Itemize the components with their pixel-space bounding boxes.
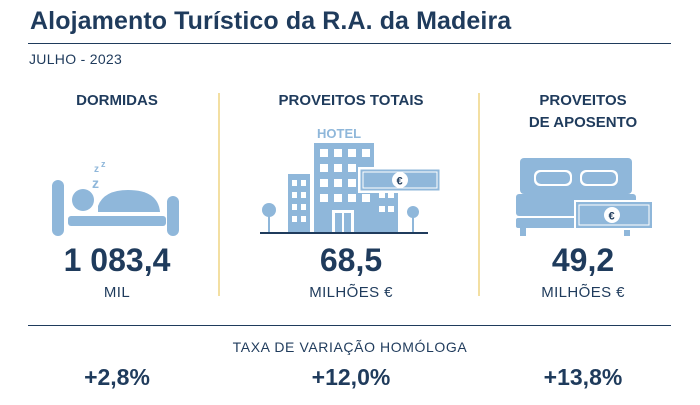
indicator-value: 1 083,4 [63, 242, 171, 278]
section-divider [28, 325, 671, 326]
indicator-unit: MILHÕES € [541, 284, 625, 301]
svg-text:€: € [397, 176, 403, 188]
sleeping-person-icon: z z z [52, 159, 179, 236]
hotel-sign: HOTEL [317, 126, 361, 141]
column-divider [478, 93, 480, 296]
page-title: Alojamento Turístico da R.A. da Madeira [30, 7, 512, 35]
indicator-dormidas: DORMIDAS z z z 1 083,4 MIL [12, 90, 222, 305]
bed-icon: € [516, 158, 654, 236]
indicator-proveitos-aposento: PROVEITOS DE APOSENTO € 49,2 MILHÕES € [478, 90, 688, 305]
hotel-building-icon: HOTEL € [260, 126, 442, 234]
svg-text:z: z [92, 175, 99, 191]
svg-text:€: € [609, 211, 615, 223]
variation-value-proveitos-aposento: +13,8% [543, 364, 623, 390]
indicator-value: 68,5 [319, 242, 383, 278]
period-label: JULHO - 2023 [29, 51, 123, 67]
indicator-unit: MIL [103, 284, 131, 301]
variation-label: TAXA DE VARIAÇÃO HOMÓLOGA [232, 339, 468, 355]
indicator-label: DORMIDAS [76, 92, 158, 109]
variation-value-proveitos-totais: +12,0% [311, 364, 391, 390]
indicator-label: PROVEITOS DE APOSENTO [528, 92, 638, 131]
indicator-proveitos-totais: PROVEITOS TOTAIS HOTEL € [246, 90, 456, 305]
indicator-value: 49,2 [551, 242, 615, 278]
svg-text:z: z [101, 159, 106, 169]
indicator-unit: MILHÕES € [309, 284, 393, 301]
indicator-label: PROVEITOS TOTAIS [278, 92, 424, 109]
svg-text:z: z [94, 164, 99, 175]
variation-value-dormidas: +2,8% [84, 364, 150, 390]
column-divider [218, 93, 220, 296]
title-divider [28, 43, 671, 44]
